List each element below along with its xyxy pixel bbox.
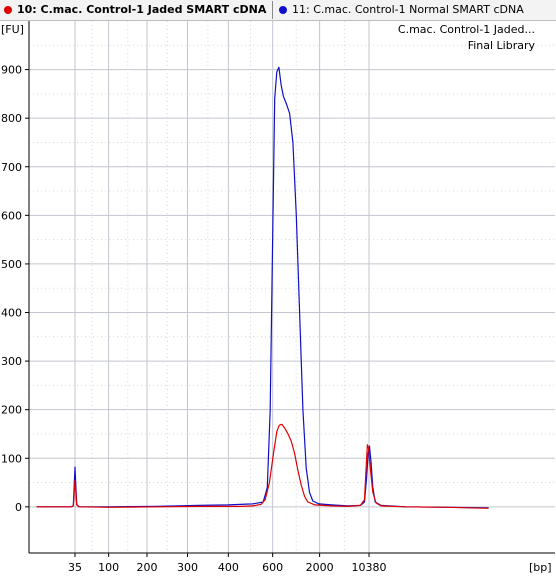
y-tick-label: 800	[1, 112, 22, 125]
x-tick-label: 100	[98, 561, 119, 574]
annotation-library: Final Library	[468, 39, 536, 52]
tab-divider	[272, 1, 273, 19]
y-tick-label: 0	[15, 501, 22, 514]
sample-tab-bar: 10: C.mac. Control-1 Jaded SMART cDNA 11…	[0, 0, 556, 21]
y-tick-label: 600	[1, 209, 22, 222]
x-tick-label: 2000	[306, 561, 334, 574]
gridlines	[29, 21, 555, 553]
sample-11-color-dot	[279, 6, 287, 14]
annotation-sample-name: C.mac. Control-1 Jaded...	[398, 23, 535, 36]
x-tick-label: 200	[137, 561, 158, 574]
tab-sample-10-label: 10: C.mac. Control-1 Jaded SMART cDNA	[17, 3, 267, 16]
traces	[36, 66, 489, 509]
trace-series-1	[36, 423, 489, 509]
y-axis-unit-label: [FU]	[1, 23, 24, 36]
tab-sample-11-label: 11: C.mac. Control-1 Normal SMART cDNA	[292, 3, 524, 16]
y-tick-label: 500	[1, 258, 22, 271]
x-tick-label: 300	[177, 561, 198, 574]
sample-10-color-dot	[4, 6, 12, 14]
y-tick-labels: 0 100 200 300 400 500 600 700 800 900	[1, 64, 29, 514]
x-tick-label: 600	[262, 561, 283, 574]
x-tick-label: 400	[218, 561, 239, 574]
plot-area	[29, 21, 555, 553]
tab-sample-10[interactable]: 10: C.mac. Control-1 Jaded SMART cDNA	[4, 0, 266, 20]
y-tick-label: 400	[1, 307, 22, 320]
x-tick-label: 35	[68, 561, 82, 574]
y-tick-label: 300	[1, 355, 22, 368]
x-tick-label: 10380	[352, 561, 387, 574]
x-axis-unit-label: [bp]	[529, 561, 552, 574]
y-tick-label: 900	[1, 64, 22, 77]
y-tick-label: 200	[1, 404, 22, 417]
x-tick-labels: 35 100 200 300 400 600 2000 10380	[68, 553, 387, 574]
tab-sample-11[interactable]: 11: C.mac. Control-1 Normal SMART cDNA	[279, 0, 524, 20]
y-tick-label: 100	[1, 452, 22, 465]
y-tick-label: 700	[1, 161, 22, 174]
